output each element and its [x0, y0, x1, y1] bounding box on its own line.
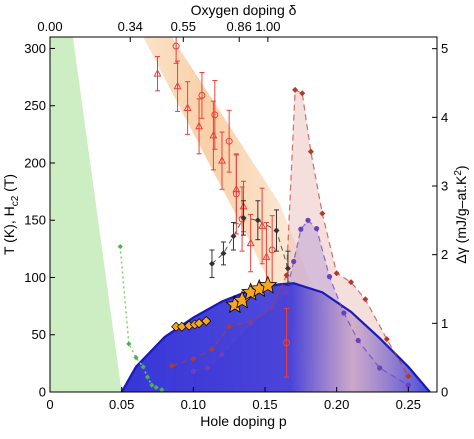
y-left-tick-label: 250 — [24, 98, 46, 113]
hc2-point — [230, 233, 237, 240]
y-right-tick-label: 2 — [441, 247, 448, 262]
top-tick-label: 1.00 — [255, 19, 280, 34]
pg_triangles-point — [183, 103, 192, 111]
gamma_purple-point — [248, 320, 254, 326]
gamma_purple-point — [291, 258, 297, 265]
x-axis-title: Hole doping p — [200, 413, 287, 429]
pg_triangles-point — [218, 156, 226, 164]
plot-frame — [49, 36, 438, 393]
gamma_red-point — [168, 362, 175, 369]
y-left-tick-label: 0 — [39, 385, 46, 400]
gamma_red-point — [283, 272, 290, 279]
top-tick-label: 0.86 — [227, 19, 252, 34]
afm_green-point — [133, 355, 139, 361]
gamma_purple-point — [298, 226, 304, 232]
gamma_purple-point — [269, 304, 275, 311]
y-left-tick-label: 300 — [24, 41, 46, 56]
y-left-tick-label: 50 — [32, 327, 46, 342]
y-right-tick-label: 4 — [441, 110, 448, 125]
y-right-tick-label: 0 — [441, 385, 448, 400]
gamma_purple-point — [305, 217, 311, 223]
sc-dome — [121, 283, 430, 392]
pg_triangles-point — [246, 238, 255, 247]
gamma_red-point — [299, 90, 306, 97]
afm_green-point — [117, 243, 123, 250]
afm-boundary — [119, 246, 163, 391]
gamma_red-point — [333, 270, 340, 277]
gamma_red-point — [405, 373, 412, 380]
afm-region — [50, 37, 122, 392]
gamma_red-point — [383, 336, 390, 343]
x-tick-label: 0 — [46, 397, 53, 412]
x-tick-label: 0.10 — [181, 397, 206, 412]
top-tick-label: 0.34 — [118, 19, 143, 34]
tc_diamonds-point — [201, 316, 212, 326]
gamma_purple-point — [341, 310, 347, 316]
gamma_purple-point — [205, 365, 211, 371]
gamma_purple-point — [405, 382, 411, 388]
pg_triangles-point — [195, 121, 204, 130]
x-tick-label: 0.05 — [109, 397, 134, 412]
gamma-red-line — [171, 88, 409, 377]
pg_circles-point — [225, 137, 233, 145]
gamma_red-point — [307, 148, 314, 155]
afm_green-point — [140, 364, 146, 370]
hc2-point — [208, 260, 215, 267]
gamma_red-point — [319, 210, 326, 217]
y-right-tick-label: 1 — [441, 316, 448, 331]
afm_green-point — [144, 374, 151, 380]
gamma_purple-point — [219, 351, 225, 357]
pg_circles-point — [172, 42, 180, 50]
gamma_purple-point — [314, 225, 320, 232]
top-tick-label: 0.00 — [37, 19, 62, 34]
gamma_purple-point — [326, 274, 333, 280]
gamma_purple-point — [283, 289, 290, 296]
hc2-point — [273, 227, 280, 234]
hc2-point — [220, 250, 227, 257]
pg_circles-point — [268, 246, 276, 254]
hc2-point — [240, 214, 247, 221]
x-tick-label: 0.15 — [252, 397, 277, 412]
hc2-point — [254, 217, 261, 224]
top-tick-label: 0.55 — [171, 19, 196, 34]
x-tick-label: 0.25 — [396, 397, 421, 412]
y-left-tick-label: 100 — [24, 270, 46, 285]
afm_green-point — [126, 341, 132, 347]
tc_stars-point — [258, 275, 278, 294]
sc-dome-edge — [120, 282, 431, 392]
afm_green-point — [159, 387, 165, 392]
pg_circles-point — [283, 339, 290, 347]
y-right-tick-label: 3 — [441, 179, 448, 194]
pg_triangles-point — [173, 81, 182, 90]
y-left-tick-label: 200 — [24, 155, 46, 170]
hc2-point — [284, 265, 291, 272]
y-right-tick-label: 5 — [441, 41, 448, 56]
pg_triangles-point — [262, 252, 271, 260]
gamma-purple-line — [193, 219, 409, 386]
pg_triangles-point — [153, 69, 162, 77]
afm_green-point — [149, 382, 155, 388]
gamma_purple-point — [377, 365, 383, 371]
pg_triangles-point — [258, 221, 267, 229]
pg_circles-point — [211, 111, 219, 119]
y-axis-left-title: T (K), Hc2 (T) — [1, 174, 21, 255]
gamma_red-point — [362, 296, 369, 303]
y-axis-right-title: Δγ (mJ/g–at.K2) — [453, 165, 469, 263]
gamma_red-point — [348, 279, 354, 286]
gamma_red-point — [190, 356, 197, 363]
top-axis-title: Oxygen doping δ — [191, 2, 297, 18]
gamma_purple-point — [190, 368, 196, 375]
gamma_red-point — [292, 86, 299, 93]
x-tick-label: 0.20 — [324, 397, 349, 412]
y-left-tick-label: 150 — [24, 213, 46, 228]
gamma_red-point — [226, 323, 233, 330]
pg_circles-point — [198, 91, 206, 99]
pg_circles-point — [232, 190, 240, 198]
afm_green-point — [153, 384, 159, 391]
gamma_purple-point — [355, 337, 361, 344]
gamma_red-point — [208, 346, 215, 353]
